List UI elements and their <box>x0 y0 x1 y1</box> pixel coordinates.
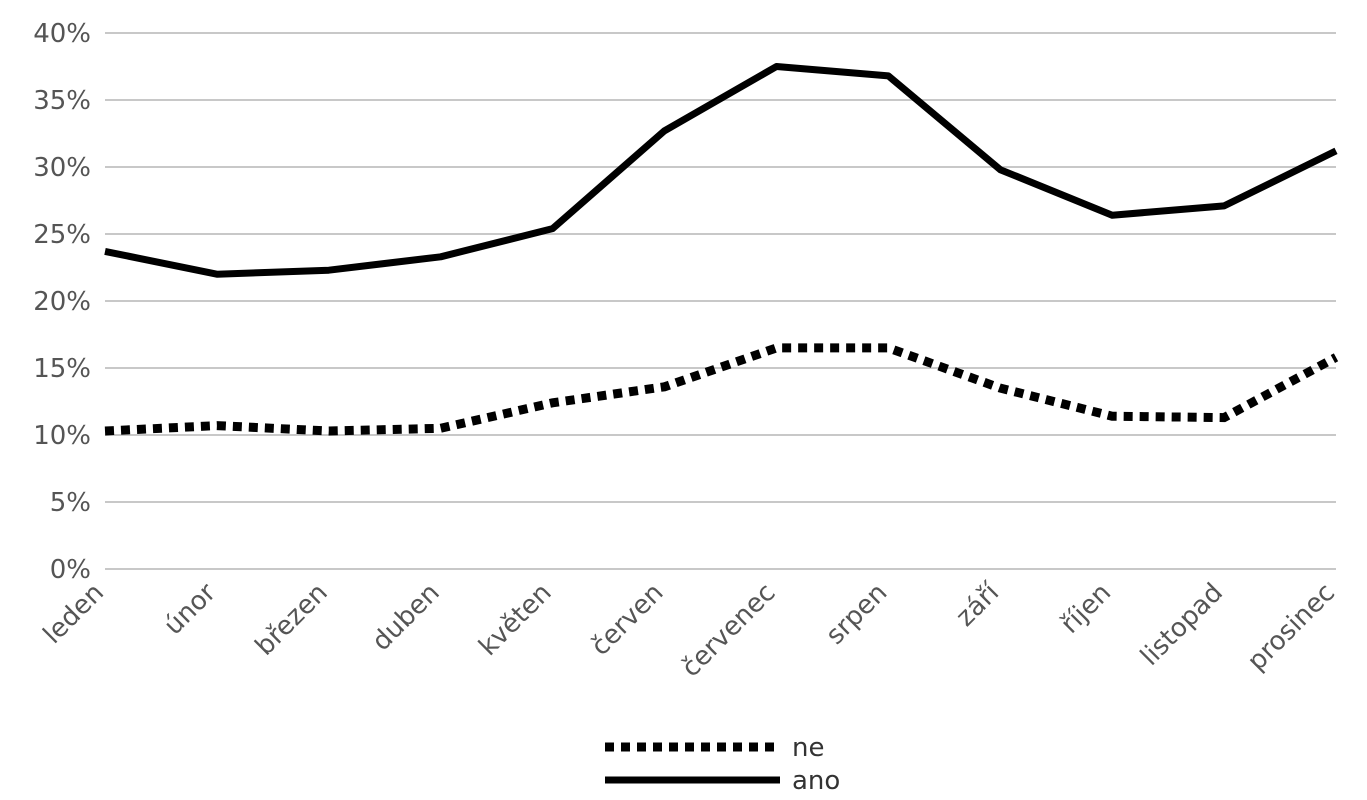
y-tick-label: 10% <box>33 421 91 451</box>
series-line-ne <box>104 343 1339 436</box>
data-point-ano <box>105 251 106 252</box>
x-tick-label: květen <box>473 578 557 662</box>
data-point-ne <box>776 347 777 348</box>
data-point-ano <box>328 270 329 271</box>
data-point-ne <box>1000 388 1001 389</box>
x-tick-label: únor <box>159 578 223 642</box>
x-tick-label: říjen <box>1055 578 1117 640</box>
data-point-ano <box>552 228 553 229</box>
y-tick-label: 20% <box>33 287 91 317</box>
data-point-ano <box>1336 150 1337 151</box>
data-point-ano <box>664 130 665 131</box>
x-tick-label: duben <box>367 578 446 657</box>
data-point-ne <box>440 428 441 429</box>
x-tick-label: září <box>950 577 1005 632</box>
legend-label-ne: ne <box>792 733 824 763</box>
data-point-ne <box>1224 417 1225 418</box>
y-tick-label: 25% <box>33 220 91 250</box>
y-tick-label: 0% <box>50 555 91 585</box>
data-point-ne <box>552 402 553 403</box>
y-axis-tick-labels: 0% 5% 10% 15% 20% 25% 30% 35% 40% <box>33 19 91 585</box>
x-tick-label: březen <box>250 578 334 662</box>
data-point-ano <box>216 274 217 275</box>
data-point-ne <box>664 386 665 387</box>
data-point-ano <box>888 75 889 76</box>
data-point-ne <box>328 430 329 431</box>
x-tick-label: červen <box>585 578 669 662</box>
y-tick-label: 30% <box>33 153 91 183</box>
x-tick-label: leden <box>38 578 110 650</box>
y-tick-label: 15% <box>33 354 91 384</box>
series-lines <box>104 63 1339 436</box>
x-tick-label: srpen <box>820 578 893 651</box>
data-point-ne <box>216 425 217 426</box>
data-point-ne <box>1336 357 1337 358</box>
data-point-ano <box>440 256 441 257</box>
y-tick-label: 5% <box>50 488 91 518</box>
series-line-ano <box>104 63 1338 278</box>
data-point-ano <box>1000 169 1001 170</box>
gridlines <box>105 32 1336 570</box>
x-tick-label: prosinec <box>1242 578 1341 677</box>
legend-label-ano: ano <box>792 766 840 796</box>
data-point-ne <box>105 430 106 431</box>
data-point-ne <box>1112 416 1113 417</box>
data-point-ano <box>1112 215 1113 216</box>
data-point-ano <box>1224 205 1225 206</box>
y-tick-label: 40% <box>33 19 91 49</box>
x-tick-label: listopad <box>1135 578 1229 672</box>
x-axis-tick-labels: leden únor březen duben květen červen červenec… <box>38 577 1341 683</box>
x-tick-label: červenec <box>676 578 781 683</box>
data-point-ne <box>888 347 889 348</box>
data-point-ano <box>776 66 777 67</box>
y-tick-label: 35% <box>33 86 91 116</box>
